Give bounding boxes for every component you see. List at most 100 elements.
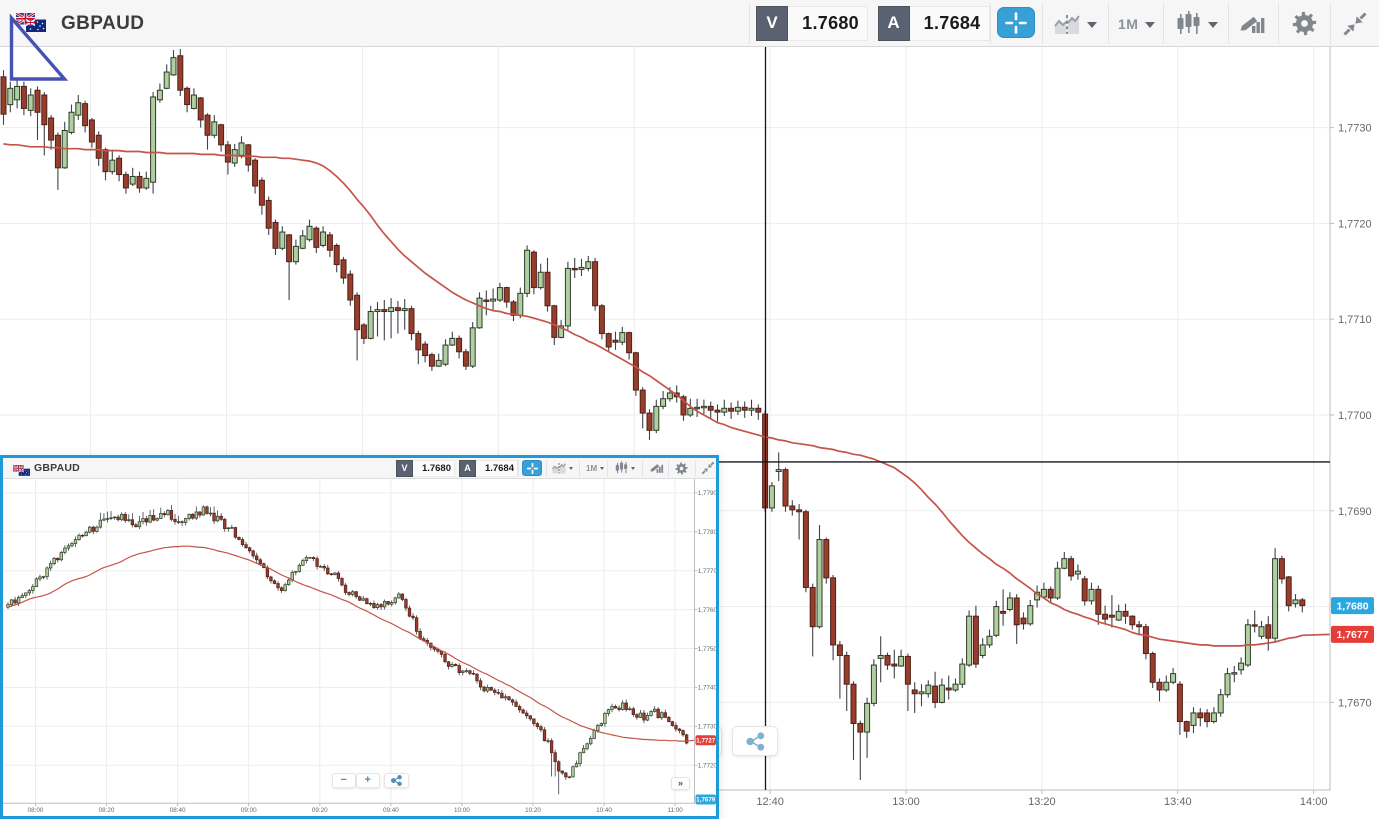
svg-text:08:00: 08:00 — [28, 807, 44, 814]
ma-value-badge: 1,7677 — [1331, 625, 1374, 643]
candle-style-button[interactable] — [1176, 0, 1218, 47]
inset-chart-type-button[interactable] — [552, 458, 573, 479]
svg-text:1,7790: 1,7790 — [698, 490, 716, 497]
svg-text:1,7730: 1,7730 — [1338, 123, 1372, 135]
moving-average-line — [3, 143, 1331, 647]
chart-type-icon — [552, 463, 566, 474]
svg-text:1,7720: 1,7720 — [698, 762, 716, 769]
crosshair-icon — [526, 462, 538, 474]
chart-type-icon — [1054, 14, 1080, 34]
inset-window[interactable]: 1,7790 1,7780 1,7770 1,7760 1,7750 1,7740 1,77… — [0, 454, 719, 819]
ma-value-badge: 1,7727 — [695, 734, 716, 745]
candlestick-icon — [615, 461, 628, 474]
timeframe-label: 1M — [586, 463, 598, 473]
sell-price[interactable]: 1.7680 — [788, 5, 868, 41]
draw-icon — [650, 464, 664, 473]
svg-text:13:20: 13:20 — [1028, 796, 1056, 808]
svg-text:1,7679: 1,7679 — [696, 796, 715, 803]
bull-candles-layer — [6, 506, 664, 778]
chart-type-button[interactable] — [1054, 0, 1097, 47]
toolbar-separator — [578, 459, 580, 477]
inset-sell-price[interactable]: 1.7680 — [413, 459, 455, 477]
svg-text:1,7720: 1,7720 — [1338, 218, 1372, 230]
svg-text:1,7770: 1,7770 — [698, 567, 716, 574]
inset-zoom-out-button[interactable]: − — [332, 772, 356, 788]
svg-text:1,7730: 1,7730 — [698, 723, 716, 730]
inset-crosshair-button[interactable] — [522, 460, 542, 476]
settings-button[interactable] — [1292, 0, 1317, 47]
toolbar-separator — [667, 459, 669, 477]
share-icon — [745, 731, 764, 751]
inset-draw-tools-button[interactable] — [649, 458, 664, 479]
crosshair-button[interactable] — [997, 7, 1035, 38]
svg-text:08:20: 08:20 — [99, 807, 115, 814]
svg-text:1,7680: 1,7680 — [1336, 600, 1368, 612]
inset-buy-button[interactable]: A — [459, 459, 476, 477]
inset-buy-price[interactable]: 1.7684 — [476, 459, 518, 477]
inset-toolbar: GBPAUD V 1.7680 A 1.7684 — [3, 457, 716, 479]
toolbar-separator — [1107, 3, 1109, 44]
svg-text:10:20: 10:20 — [525, 807, 541, 814]
svg-text:13:00: 13:00 — [892, 796, 920, 808]
flag-graphic — [12, 464, 31, 476]
bear-candles-layer — [13, 506, 689, 777]
svg-text:1,7700: 1,7700 — [1338, 410, 1372, 422]
toolbar-separator — [518, 459, 519, 477]
crosshair-icon — [1005, 11, 1027, 34]
svg-text:10:40: 10:40 — [596, 807, 612, 814]
buy-price[interactable]: 1.7684 — [909, 5, 990, 41]
time-axis[interactable]: 08:00 08:20 08:40 09:00 09:20 09:40 10:00 10:20… — [28, 802, 684, 814]
toolbar-separator — [1227, 3, 1229, 44]
price-axis[interactable]: 1,7790 1,7780 1,7770 1,7760 1,7750 1,7740 1,77… — [694, 490, 717, 769]
toolbar-separator — [1330, 3, 1331, 44]
share-button[interactable] — [732, 726, 778, 756]
inset-share-button[interactable] — [384, 772, 409, 788]
bear-candles-layer — [0, 55, 1306, 733]
svg-text:1,7677: 1,7677 — [1336, 629, 1368, 641]
inset-expand-button[interactable] — [701, 458, 715, 479]
toolbar-separator — [694, 459, 696, 477]
svg-text:10:00: 10:00 — [454, 807, 470, 814]
svg-text:14:00: 14:00 — [1300, 796, 1328, 808]
inset-chart-canvas[interactable]: 1,7790 1,7780 1,7770 1,7760 1,7750 1,7740 1,77… — [3, 458, 716, 816]
inset-zoom-in-button[interactable]: + — [356, 772, 380, 788]
gbpaud-flag-icon — [12, 463, 31, 476]
svg-text:09:20: 09:20 — [312, 807, 328, 814]
svg-text:1,7760: 1,7760 — [698, 606, 716, 613]
toolbar-separator — [1041, 3, 1043, 44]
svg-text:11:00: 11:00 — [667, 807, 683, 814]
timeframe-button[interactable]: 1M — [1118, 0, 1156, 47]
price-axis[interactable]: 1,7730 1,7720 1,7710 1,7700 1,7690 1,7680 1,76… — [1330, 123, 1372, 710]
inset-chart-plot: 1,7790 1,7780 1,7770 1,7760 1,7750 1,7740 1,77… — [3, 478, 717, 814]
flag-graphic — [15, 11, 46, 32]
toolbar-separator — [1278, 3, 1279, 44]
svg-text:09:00: 09:00 — [241, 807, 257, 814]
timeframe-label: 1M — [1118, 15, 1139, 32]
share-icon — [390, 774, 402, 786]
collapse-icon — [1343, 11, 1367, 36]
inset-fast-forward-button[interactable]: » — [671, 776, 690, 790]
gear-icon — [675, 461, 688, 475]
buy-button[interactable]: A — [877, 5, 910, 41]
main-chart-plot: 1,7730 1,7720 1,7710 1,7700 1,7690 1,7680 1,76… — [0, 47, 1374, 808]
chevron-down-icon — [631, 467, 635, 470]
svg-text:12:40: 12:40 — [756, 796, 784, 808]
inset-sell-button[interactable]: V — [396, 459, 413, 477]
expand-icon — [701, 461, 715, 475]
toolbar-separator — [607, 459, 608, 477]
inset-settings-button[interactable] — [675, 458, 688, 479]
chevron-down-icon — [600, 467, 605, 470]
minus-icon: − — [340, 773, 347, 786]
inset-candle-style-button[interactable] — [615, 458, 635, 479]
inset-timeframe-button[interactable]: 1M — [586, 458, 605, 479]
svg-text:1,7670: 1,7670 — [1338, 697, 1372, 709]
collapse-button[interactable] — [1342, 0, 1368, 47]
sell-button[interactable]: V — [756, 5, 788, 41]
grid-layer — [3, 478, 695, 803]
chevron-down-icon — [569, 467, 573, 470]
toolbar-separator — [990, 3, 991, 44]
toolbar-separator — [545, 459, 547, 477]
draw-tools-button[interactable] — [1238, 0, 1266, 47]
